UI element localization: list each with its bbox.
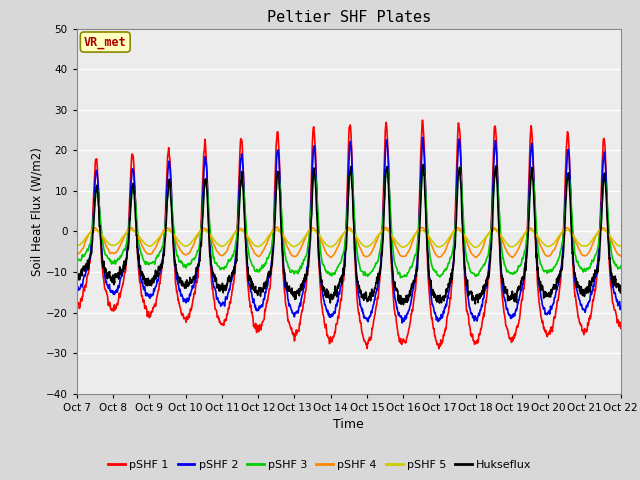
pSHF 4	[73, 252, 81, 257]
pSHF 1	[617, 325, 625, 331]
Hukseflux	[252, 284, 259, 290]
pSHF 1	[472, 339, 479, 345]
pSHF 1	[73, 301, 81, 307]
pSHF 5	[472, 244, 479, 250]
pSHF 3	[617, 263, 625, 269]
pSHF 3	[472, 273, 479, 279]
pSHF 1	[74, 301, 82, 307]
pSHF 3	[356, 262, 364, 268]
pSHF 5	[423, 231, 431, 237]
pSHF 4	[74, 251, 82, 257]
pSHF 4	[356, 244, 364, 250]
pSHF 4	[617, 253, 625, 259]
Line: pSHF 1: pSHF 1	[77, 120, 621, 348]
Hukseflux	[424, 248, 431, 253]
pSHF 3	[73, 258, 81, 264]
pSHF 3	[424, 219, 431, 225]
X-axis label: Time: Time	[333, 418, 364, 431]
Hukseflux	[419, 162, 427, 168]
pSHF 4	[472, 254, 479, 260]
pSHF 1	[419, 117, 426, 123]
Title: Peltier SHF Plates: Peltier SHF Plates	[267, 10, 431, 25]
Line: Hukseflux: Hukseflux	[77, 165, 621, 305]
Hukseflux	[575, 285, 583, 291]
Hukseflux	[356, 286, 364, 291]
pSHF 5	[356, 238, 364, 244]
Hukseflux	[472, 300, 479, 306]
Hukseflux	[73, 271, 81, 277]
pSHF 2	[419, 135, 427, 141]
pSHF 5	[252, 243, 259, 249]
pSHF 4	[508, 254, 516, 260]
pSHF 5	[617, 243, 625, 249]
pSHF 5	[490, 227, 498, 233]
Line: pSHF 5: pSHF 5	[77, 230, 621, 247]
pSHF 3	[456, 164, 463, 170]
pSHF 3	[74, 257, 82, 263]
pSHF 1	[424, 248, 431, 253]
pSHF 2	[356, 296, 364, 301]
pSHF 5	[575, 241, 583, 247]
pSHF 2	[398, 320, 406, 326]
Line: pSHF 4: pSHF 4	[77, 227, 621, 257]
pSHF 3	[397, 275, 404, 280]
pSHF 5	[73, 242, 81, 248]
pSHF 4	[273, 224, 281, 230]
Line: pSHF 2: pSHF 2	[77, 138, 621, 323]
pSHF 5	[472, 244, 480, 250]
Line: pSHF 3: pSHF 3	[77, 167, 621, 277]
pSHF 2	[617, 304, 625, 310]
Hukseflux	[74, 277, 82, 283]
pSHF 1	[575, 320, 583, 325]
pSHF 1	[356, 314, 364, 320]
pSHF 4	[575, 247, 583, 252]
Y-axis label: Soil Heat Flux (W/m2): Soil Heat Flux (W/m2)	[30, 147, 43, 276]
Hukseflux	[617, 288, 625, 294]
pSHF 2	[575, 297, 583, 302]
pSHF 1	[435, 346, 443, 351]
pSHF 3	[252, 268, 259, 274]
Legend: pSHF 1, pSHF 2, pSHF 3, pSHF 4, pSHF 5, Hukseflux: pSHF 1, pSHF 2, pSHF 3, pSHF 4, pSHF 5, …	[104, 456, 536, 474]
pSHF 4	[424, 232, 431, 238]
pSHF 4	[252, 252, 259, 257]
pSHF 2	[73, 291, 81, 297]
pSHF 2	[472, 313, 479, 319]
Text: VR_met: VR_met	[84, 36, 127, 48]
pSHF 1	[252, 321, 259, 326]
pSHF 2	[424, 237, 431, 242]
pSHF 5	[74, 242, 82, 248]
Hukseflux	[399, 302, 407, 308]
pSHF 2	[252, 305, 259, 311]
pSHF 3	[575, 263, 583, 269]
pSHF 2	[74, 285, 82, 291]
